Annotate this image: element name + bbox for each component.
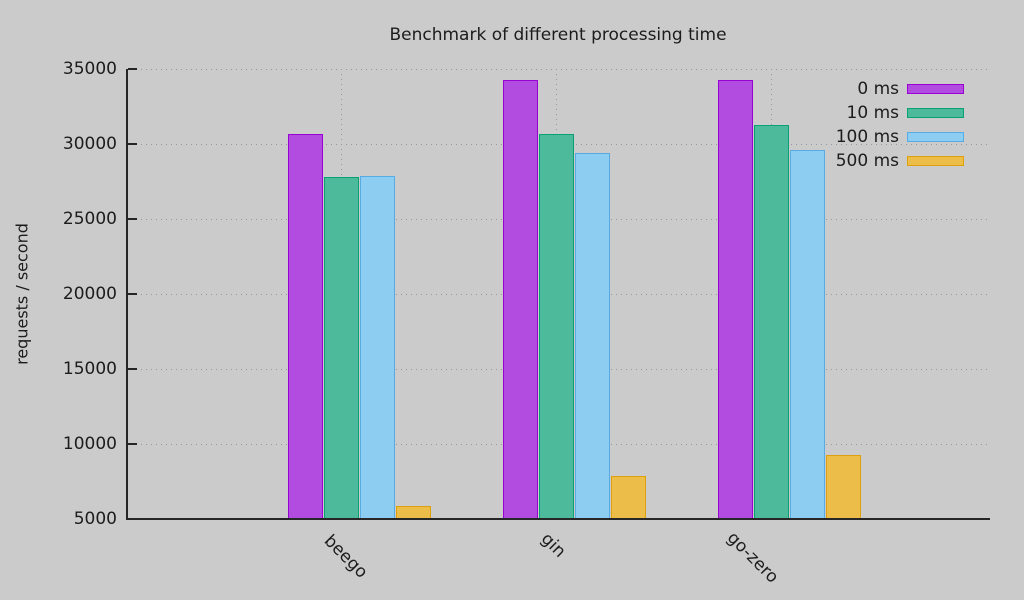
y-tick-label-15000: 15000: [62, 359, 117, 379]
x-category-label-beego: beego: [319, 531, 372, 583]
y-tick-label-35000: 35000: [62, 59, 117, 79]
bar-0ms-beego: [288, 133, 323, 519]
x-axis-line: [126, 518, 990, 520]
y-tick-label-20000: 20000: [62, 284, 117, 304]
y-tick-20000: [128, 293, 137, 295]
bar-100ms-gin: [575, 153, 610, 519]
bar-500ms-go-zero: [826, 455, 861, 519]
bar-10ms-beego: [324, 177, 359, 519]
y-tick-30000: [128, 143, 137, 145]
chart-title: Benchmark of different processing time: [389, 25, 727, 45]
bar-0ms-gin: [503, 79, 538, 519]
x-category-label-go-zero: go-zero: [722, 528, 783, 588]
y-tick-35000: [128, 68, 137, 70]
y-gridline-35000: [126, 68, 990, 70]
bar-100ms-beego: [360, 175, 395, 519]
bar-10ms-go-zero: [754, 125, 789, 519]
plot-area: [126, 68, 990, 520]
y-tick-5000: [128, 518, 137, 520]
x-category-label-gin: gin: [536, 529, 570, 562]
y-tick-15000: [128, 368, 137, 370]
y-axis-line: [126, 69, 128, 519]
bar-500ms-gin: [611, 475, 646, 519]
bar-10ms-gin: [539, 134, 574, 519]
y-tick-label-30000: 30000: [62, 134, 117, 154]
y-tick-10000: [128, 443, 137, 445]
bar-0ms-go-zero: [718, 80, 753, 519]
y-tick-label-10000: 10000: [62, 434, 117, 454]
y-tick-label-5000: 5000: [73, 509, 117, 529]
bar-100ms-go-zero: [790, 150, 825, 519]
y-tick-label-25000: 25000: [62, 209, 117, 229]
y-tick-25000: [128, 218, 137, 220]
